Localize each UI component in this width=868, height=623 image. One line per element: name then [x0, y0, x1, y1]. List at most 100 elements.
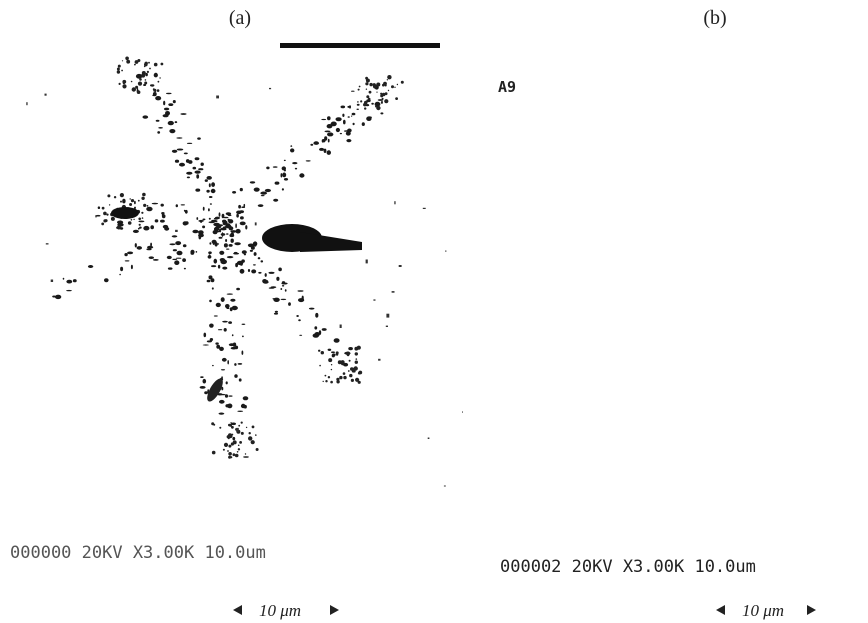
- speck: [208, 208, 210, 212]
- speck: [380, 92, 383, 95]
- speck: [281, 188, 284, 191]
- speck: [243, 203, 246, 208]
- speck: [219, 250, 225, 255]
- speck: [119, 193, 124, 198]
- speck: [106, 213, 109, 216]
- speck: [290, 148, 295, 153]
- speck: [127, 251, 134, 255]
- speck: [209, 338, 214, 341]
- speck: [167, 267, 173, 270]
- speck: [135, 73, 143, 79]
- speck: [229, 307, 233, 312]
- speck: [260, 195, 265, 197]
- speck: [168, 103, 174, 106]
- speck: [377, 99, 384, 101]
- speck: [294, 167, 298, 170]
- speck: [266, 166, 270, 170]
- speck: [230, 230, 237, 233]
- speck: [380, 101, 383, 104]
- speck: [240, 431, 244, 435]
- speck: [235, 345, 239, 350]
- speck: [152, 85, 154, 87]
- speck: [227, 450, 229, 452]
- speck: [381, 97, 384, 100]
- speck: [239, 441, 243, 444]
- speck: [202, 344, 209, 346]
- speck: [319, 147, 325, 151]
- speck: [244, 453, 247, 455]
- speck: [148, 61, 150, 64]
- speck: [150, 225, 154, 230]
- speck: [333, 338, 340, 343]
- speck: [253, 252, 257, 256]
- speck: [228, 423, 231, 427]
- speck: [268, 271, 275, 274]
- speck: [175, 257, 182, 259]
- speck: [282, 172, 287, 178]
- speck: [376, 91, 378, 93]
- speck: [232, 436, 236, 441]
- speck: [327, 138, 330, 143]
- speck: [242, 396, 249, 401]
- speck: [310, 143, 314, 146]
- speck: [226, 248, 230, 250]
- speck: [376, 82, 381, 87]
- speck: [127, 221, 132, 225]
- speck: [249, 249, 253, 252]
- speck: [281, 285, 285, 287]
- speck: [374, 101, 381, 107]
- speck: [243, 456, 249, 458]
- speck: [364, 107, 367, 110]
- speck: [198, 234, 202, 240]
- speck: [101, 206, 105, 210]
- speck: [347, 370, 350, 372]
- speck: [387, 75, 392, 80]
- speck: [202, 206, 205, 211]
- speck: [129, 198, 131, 200]
- speck: [104, 278, 109, 283]
- speck: [157, 80, 160, 83]
- speck: [206, 279, 211, 283]
- speck: [228, 244, 233, 247]
- speck: [146, 205, 149, 207]
- speck: [147, 245, 154, 249]
- speck: [166, 92, 172, 95]
- panel-label: (b): [703, 7, 726, 29]
- speck: [245, 225, 248, 230]
- speck: [153, 62, 158, 67]
- speck: [398, 265, 402, 267]
- speck: [386, 313, 390, 318]
- speck: [198, 219, 204, 222]
- speck: [161, 212, 165, 215]
- speck: [384, 92, 388, 96]
- speck: [213, 220, 218, 223]
- speck: [264, 188, 271, 193]
- speck: [367, 116, 372, 119]
- speck: [365, 259, 368, 264]
- speck: [305, 160, 311, 162]
- speck: [204, 179, 208, 182]
- speck: [192, 166, 197, 170]
- scale-label: 10 μm: [259, 601, 301, 620]
- arrow-right: [330, 605, 339, 615]
- speck: [270, 286, 277, 289]
- speck: [231, 425, 234, 429]
- speck: [296, 315, 299, 317]
- speck: [248, 432, 251, 435]
- speck: [280, 173, 283, 178]
- speck: [242, 335, 244, 338]
- speck: [445, 250, 447, 252]
- speck: [369, 82, 373, 87]
- speck: [213, 226, 220, 232]
- speck: [328, 358, 333, 363]
- speck: [218, 412, 225, 415]
- speck: [142, 192, 146, 197]
- speck: [321, 328, 327, 331]
- speck: [239, 268, 245, 274]
- speck: [160, 219, 165, 223]
- speck: [172, 258, 178, 261]
- speck: [138, 217, 141, 221]
- speck: [230, 422, 232, 424]
- speck: [141, 211, 144, 214]
